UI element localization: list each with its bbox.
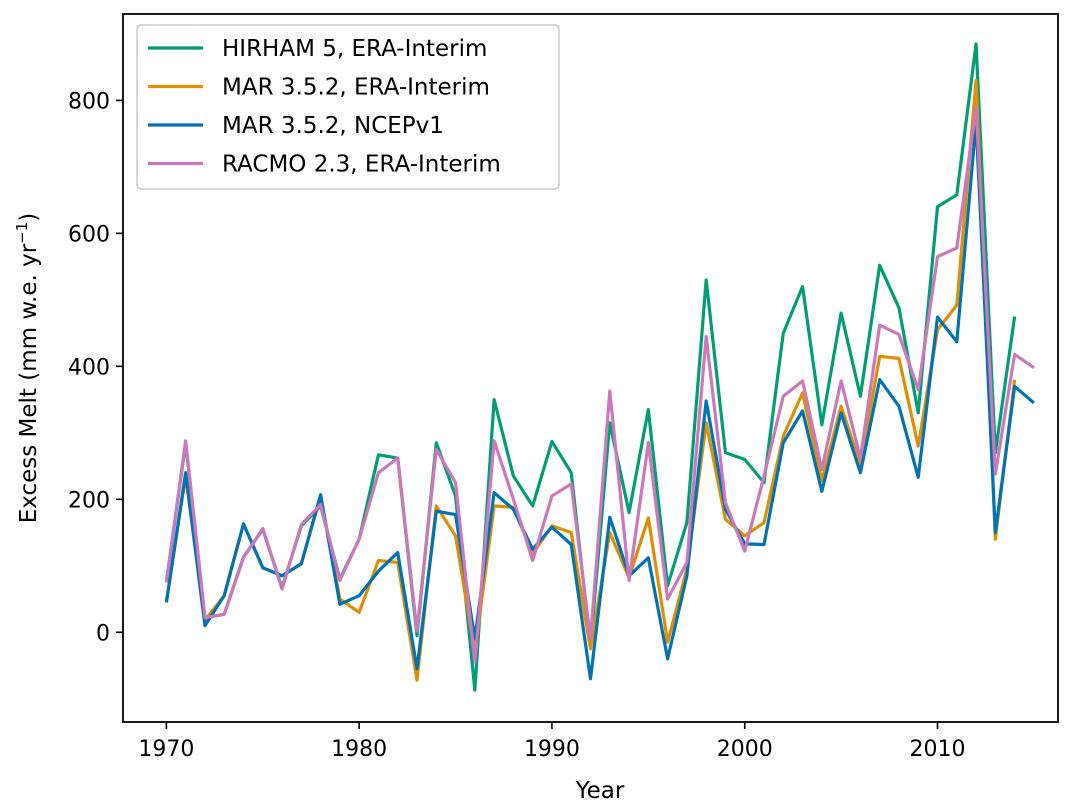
legend-label: MAR 3.5.2, ERA-Interim <box>222 75 490 101</box>
y-tick-label: 0 <box>96 621 110 646</box>
x-axis-label: Year <box>575 778 625 803</box>
series-lines-layer <box>164 42 1035 692</box>
x-tick-label: 1980 <box>331 737 387 762</box>
series-line-3 <box>164 120 1035 681</box>
x-tick-label: 1970 <box>138 737 194 762</box>
legend: HIRHAM 5, ERA-Interim MAR 3.5.2, ERA-Inte… <box>136 24 560 190</box>
plot-frame <box>122 13 1059 723</box>
y-axis-label-close: ) <box>16 213 42 222</box>
x-tick-label: 2000 <box>717 737 773 762</box>
legend-label: RACMO 2.3, ERA-Interim <box>222 152 501 178</box>
y-tick-label: 600 <box>68 222 110 247</box>
y-tick-label: 800 <box>68 89 110 114</box>
legend-box <box>136 24 560 190</box>
axis-ticks-layer: 1970 1980 1990 2000 2010 0 200 400 600 800 <box>68 89 966 762</box>
x-tick-label: 2010 <box>910 737 966 762</box>
x-tick-label: 1990 <box>524 737 580 762</box>
series-line-4 <box>164 105 1035 664</box>
y-tick-label: 200 <box>68 488 110 513</box>
y-axis-label-main: Excess Melt (mm w.e. yr <box>16 243 42 523</box>
legend-label: MAR 3.5.2, NCEPv1 <box>222 113 444 139</box>
y-axis-label: Excess Melt (mm w.e. yr−1) <box>13 213 42 524</box>
legend-label: HIRHAM 5, ERA-Interim <box>222 36 487 62</box>
y-tick-label: 400 <box>68 355 110 380</box>
y-axis-label-exponent: −1 <box>13 222 31 244</box>
